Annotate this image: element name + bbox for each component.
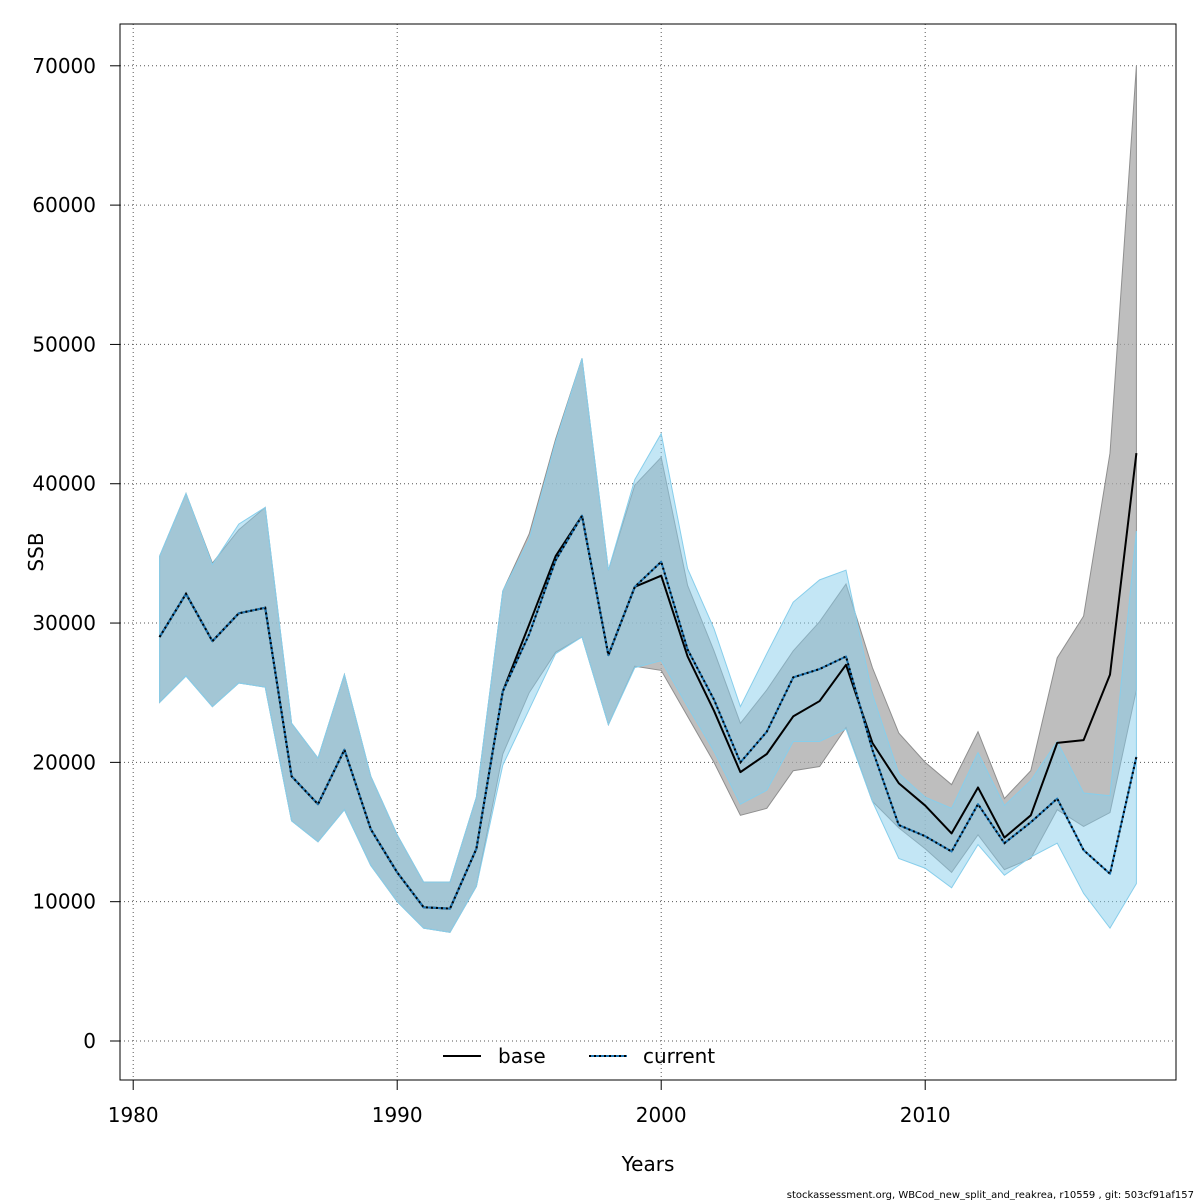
y-tick-label-40000: 40000 — [32, 472, 96, 496]
x-tick-label-1990: 1990 — [372, 1103, 423, 1127]
footer-note: stockassessment.org, WBCod_new_split_and… — [787, 1190, 1194, 1200]
x-axis-title: Years — [621, 1152, 675, 1176]
y-tick-label-70000: 70000 — [32, 54, 96, 78]
y-axis-title: SSB — [24, 532, 48, 571]
y-tick-label-10000: 10000 — [32, 890, 96, 914]
series-lines — [158, 452, 1138, 910]
x-tick-label-1980: 1980 — [108, 1103, 159, 1127]
y-tick-label-20000: 20000 — [32, 750, 96, 774]
line-current-dots — [158, 512, 1138, 910]
y-tick-label-60000: 60000 — [32, 193, 96, 217]
legend: base current — [443, 1044, 715, 1068]
legend-label-base: base — [498, 1044, 546, 1068]
x-tick-label-2010: 2010 — [900, 1103, 951, 1127]
band-current — [159, 358, 1137, 933]
confidence-bands — [159, 65, 1137, 933]
y-tick-label-50000: 50000 — [32, 332, 96, 356]
x-tick-label-2000: 2000 — [636, 1103, 687, 1127]
axes: 1980 1990 2000 2010 0 10000 20000 30000 40000 500… — [32, 54, 950, 1127]
legend-label-current: current — [643, 1044, 715, 1068]
y-tick-label-30000: 30000 — [32, 611, 96, 635]
y-tick-label-0: 0 — [83, 1029, 96, 1053]
